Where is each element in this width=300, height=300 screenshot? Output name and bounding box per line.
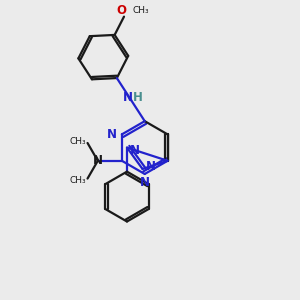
- Text: CH₃: CH₃: [132, 6, 149, 15]
- Text: N: N: [123, 92, 133, 104]
- Text: CH₃: CH₃: [69, 176, 86, 184]
- Text: N: N: [140, 176, 150, 189]
- Text: N: N: [130, 144, 140, 157]
- Text: H: H: [133, 92, 142, 104]
- Text: N: N: [146, 160, 156, 172]
- Text: O: O: [117, 4, 127, 17]
- Text: N: N: [93, 154, 103, 167]
- Text: N: N: [107, 128, 117, 141]
- Text: CH₃: CH₃: [69, 137, 86, 146]
